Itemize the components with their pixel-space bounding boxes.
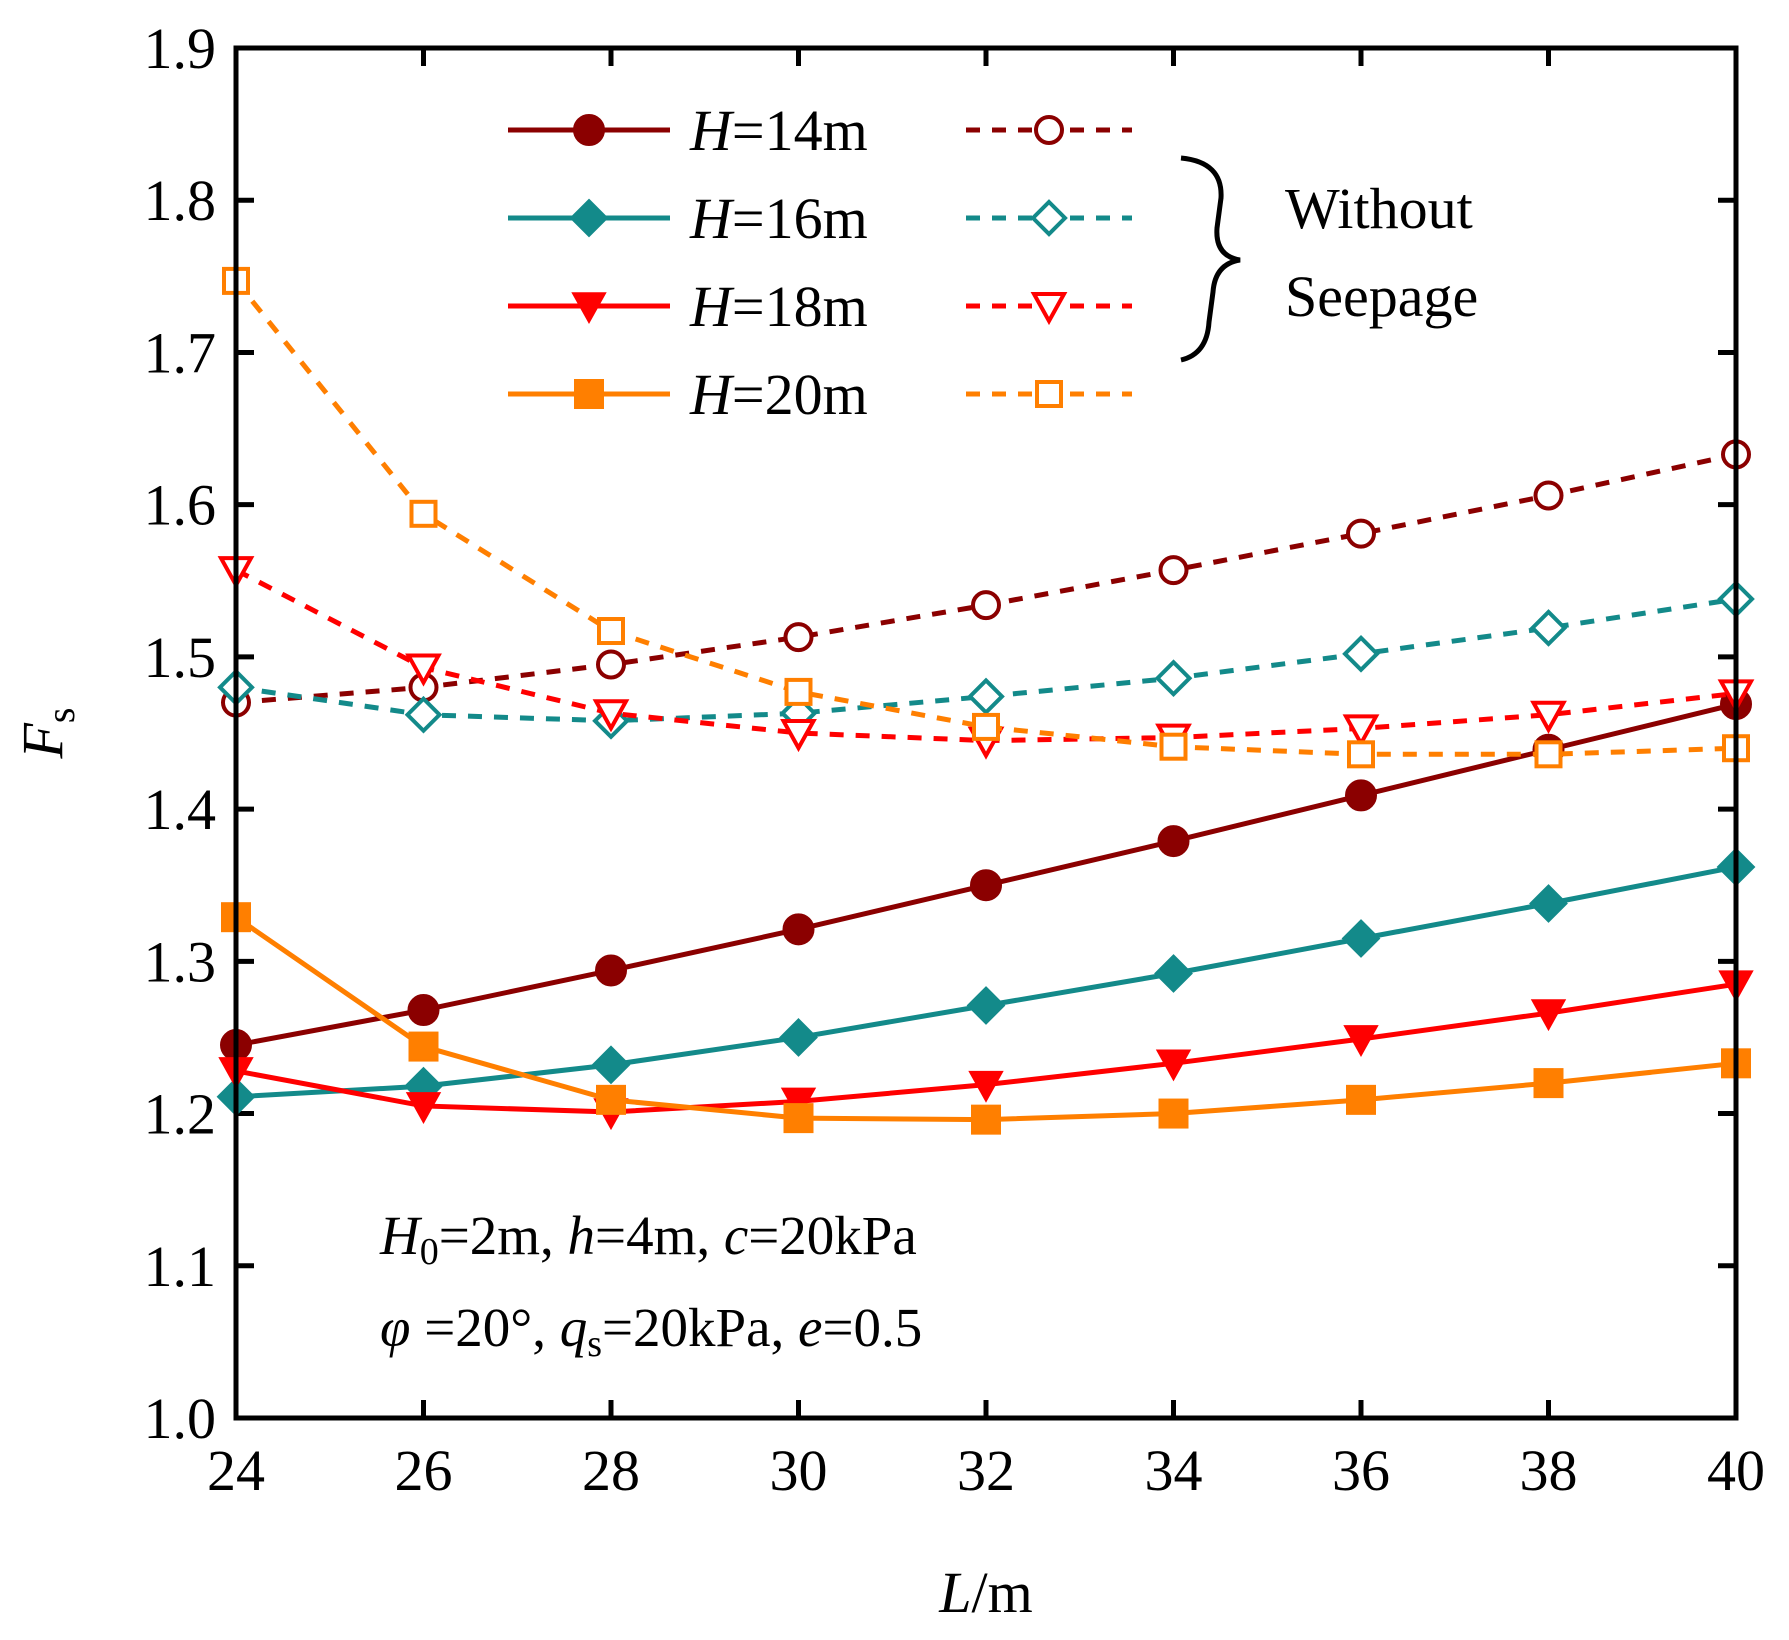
data-point (1534, 740, 1563, 769)
legend-brace (1180, 155, 1241, 363)
y-tick-label: 1.1 (144, 1234, 217, 1299)
data-point (1346, 518, 1376, 549)
legend-label-1: H=16m (689, 186, 868, 251)
data-point (405, 1092, 442, 1125)
x-tick-label: 34 (1145, 1438, 1203, 1503)
data-point (967, 677, 1005, 716)
data-point (1533, 1068, 1564, 1099)
parameter-annotation-line2: φ =20°, qs=20kPa, e=0.5 (380, 1297, 922, 1365)
data-point (1530, 700, 1567, 734)
series-1 (216, 847, 1756, 1117)
data-point (971, 590, 1001, 621)
data-point (408, 1031, 439, 1062)
legend-marker-3 (574, 379, 604, 409)
data-point (779, 1018, 818, 1057)
x-axis-label: L/m (938, 1560, 1033, 1625)
data-point (1157, 825, 1190, 858)
legend-label-0: H=14m (689, 98, 868, 163)
data-point (1159, 732, 1188, 761)
data-point (1155, 1049, 1192, 1082)
data-point (1342, 714, 1380, 748)
x-tick-label: 30 (770, 1438, 828, 1503)
data-point (1347, 740, 1375, 769)
x-tick-label: 36 (1332, 1438, 1390, 1503)
x-tick-label: 32 (957, 1438, 1015, 1503)
data-point (592, 699, 630, 733)
data-point (1533, 480, 1564, 511)
y-tick-label: 1.0 (144, 1386, 217, 1451)
data-point (1345, 779, 1377, 812)
data-point (968, 1070, 1004, 1103)
data-point (784, 677, 813, 706)
legend-brace-label-line1: Without (1285, 176, 1473, 241)
legend-marker-open-0 (1034, 115, 1064, 145)
data-point (971, 1104, 1001, 1135)
series-line-5 (235, 596, 1737, 724)
legend-label-3: H=20m (689, 362, 868, 427)
legend-marker-open-1 (1030, 199, 1068, 237)
y-tick-label: 1.2 (144, 1082, 217, 1147)
x-tick-label: 38 (1520, 1438, 1578, 1503)
data-point (966, 986, 1006, 1025)
data-point (1346, 1084, 1376, 1115)
data-point (1341, 919, 1381, 958)
x-tick-label: 26 (395, 1438, 453, 1503)
data-point (1529, 609, 1568, 647)
legend-marker-open-2 (1030, 292, 1068, 326)
data-point (1158, 555, 1189, 586)
data-point (404, 695, 443, 734)
data-point (1343, 1025, 1379, 1058)
legend-brace-label-line2: Seepage (1285, 264, 1478, 329)
legend-label-2: H=18m (689, 274, 868, 339)
data-point (596, 649, 626, 680)
data-point (591, 1045, 631, 1085)
data-point (596, 1084, 626, 1115)
data-point (1529, 884, 1568, 923)
series-3 (221, 902, 1751, 1135)
data-point (783, 1103, 814, 1134)
legend: H=14m H=16m H=18m H=20m (508, 98, 1132, 427)
data-point (970, 869, 1002, 902)
y-tick-label: 1.7 (144, 320, 217, 385)
data-point (407, 994, 440, 1027)
data-point (1154, 954, 1193, 993)
x-tick-label: 28 (582, 1438, 640, 1503)
data-point (1530, 999, 1567, 1032)
plot-frame (233, 45, 1739, 1421)
axis-ticks: 24 26 28 30 32 34 36 38 40 1.0 1.1 1.2 1.3 1.4 1.5 1.6 1… (144, 16, 1766, 1503)
y-tick-label: 1.8 (144, 168, 217, 233)
parameter-annotation-line1: H0=2m, h=4m, c=20kPa (379, 1205, 917, 1273)
legend-marker-open-3 (1035, 380, 1063, 408)
legend-marker-1 (569, 198, 609, 238)
y-axis-label: Fs (10, 707, 83, 759)
y-tick-label: 1.6 (144, 473, 217, 538)
data-point (595, 954, 627, 987)
data-point (1154, 659, 1193, 698)
legend-marker-2 (571, 292, 607, 325)
data-point (405, 653, 442, 687)
data-point (783, 622, 814, 653)
data-point (409, 499, 438, 528)
data-point (782, 913, 815, 946)
series-0 (220, 688, 1752, 1062)
data-point (597, 617, 625, 646)
series-line-7 (234, 279, 1737, 757)
y-tick-label: 1.9 (144, 16, 217, 81)
data-point (780, 719, 817, 753)
data-point (972, 712, 1000, 741)
x-tick-label: 40 (1707, 1438, 1765, 1503)
legend-marker-0 (573, 114, 605, 146)
data-point (780, 1087, 817, 1120)
y-tick-label: 1.4 (144, 777, 217, 842)
y-tick-label: 1.5 (144, 625, 217, 690)
y-tick-label: 1.3 (144, 929, 217, 994)
x-tick-label: 24 (207, 1438, 265, 1503)
data-point (1158, 1098, 1189, 1129)
data-point (1342, 635, 1380, 673)
